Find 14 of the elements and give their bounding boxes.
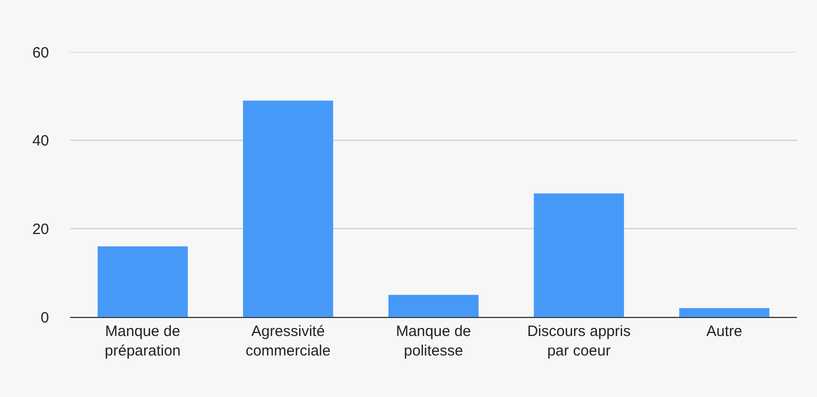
- bar: [388, 294, 479, 317]
- x-tick-label: Discours appris par coeur: [527, 323, 631, 360]
- bar: [534, 193, 624, 317]
- x-tick-label: Manque de politesse: [396, 323, 472, 360]
- y-tick-label: 0: [40, 309, 49, 326]
- x-tick-label: Manque de préparation: [104, 323, 181, 360]
- x-tick-label: Autre: [706, 323, 742, 340]
- y-tick-label: 20: [32, 220, 49, 238]
- y-tick-label: 40: [32, 132, 49, 150]
- bar: [98, 246, 188, 317]
- y-tick-label: 60: [32, 44, 49, 62]
- bar: [679, 308, 770, 317]
- x-tick-label: Agressivité commerciale: [246, 323, 331, 360]
- bar: [243, 100, 334, 317]
